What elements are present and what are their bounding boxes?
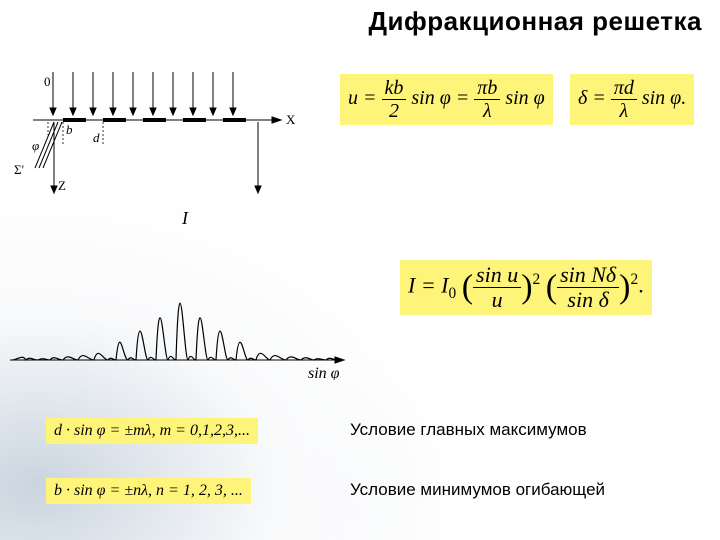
label-X: X [286, 112, 296, 127]
formula-intensity: I = I0 (sin uu)2 (sin Nδsin δ)2. [400, 260, 652, 315]
text-min: Условие минимумов огибающей [350, 480, 605, 500]
label-Z: Z [58, 178, 66, 193]
plot-ylabel: I [181, 210, 189, 228]
formula-delta: δ = πdλ sin φ. [570, 74, 694, 125]
label-zero: 0 [44, 74, 51, 89]
formula-min: b · sin φ = ±nλ, n = 1, 2, 3, ... [46, 478, 251, 504]
label-d: d [93, 130, 100, 145]
text-max: Условие главных максимумов [350, 420, 587, 440]
page-title: Дифракционная решетка [368, 6, 702, 37]
grating-diagram: 0 b d X Z φ Σ' [8, 70, 308, 200]
formula-u: u = kb2 sin φ = πbλ sin φ [340, 74, 553, 125]
label-sigma: Σ' [14, 162, 24, 177]
label-b: b [66, 122, 73, 137]
formula-max: d · sin φ = ±mλ, m = 0,1,2,3,... [46, 418, 258, 444]
incoming-rays [50, 72, 236, 115]
label-phi: φ [32, 138, 39, 153]
intensity-plot: I sin φ [8, 210, 358, 380]
plot-xlabel: sin φ [308, 365, 340, 380]
